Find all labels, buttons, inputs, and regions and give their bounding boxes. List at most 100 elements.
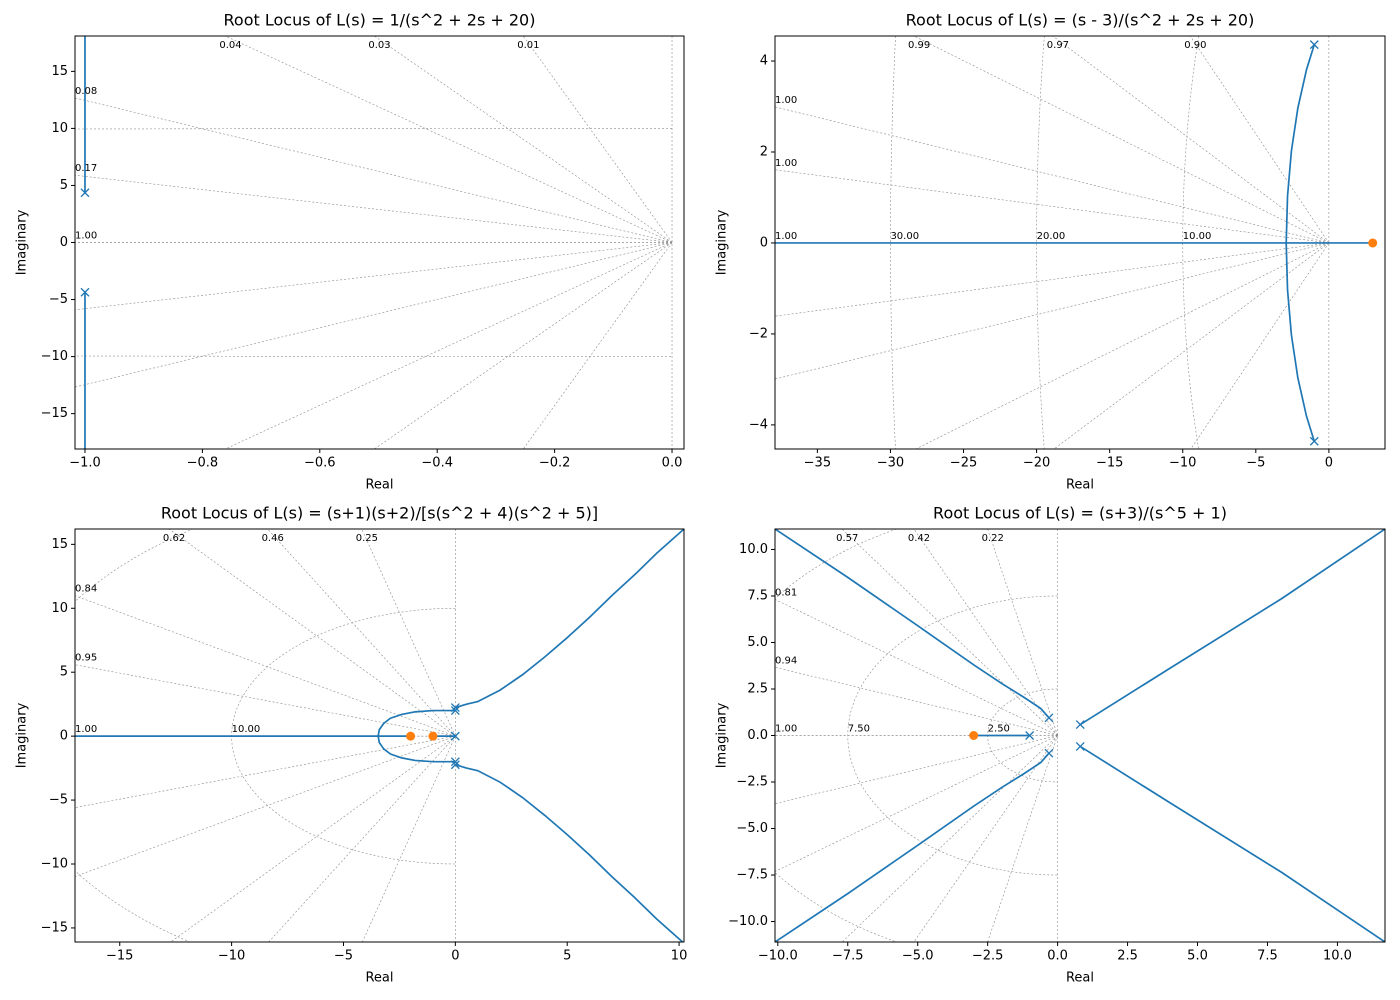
axes-frame xyxy=(774,35,1386,450)
pole-marker xyxy=(450,757,460,767)
subplot-title: Root Locus of L(s) = (s+3)/(s^5 + 1) xyxy=(933,504,1227,523)
subplot: Root Locus of L(s) = (s+1)(s+2)/[s(s^2 +… xyxy=(15,504,688,986)
x-tick-label: −5.0 xyxy=(902,949,934,964)
plot-area xyxy=(75,36,673,449)
y-axis-label: Imaginary xyxy=(15,209,30,275)
zero-marker xyxy=(406,731,416,741)
y-tick-label: −10 xyxy=(41,857,68,872)
y-tick-label: 0 xyxy=(60,729,68,744)
y-tick-label: 0 xyxy=(760,235,768,250)
frequency-label: 20.00 xyxy=(1037,231,1066,242)
damping-label: 1.00 xyxy=(775,95,797,106)
x-tick-label: −30 xyxy=(877,456,904,471)
damping-grid-line xyxy=(522,242,673,449)
y-tick-label: −15 xyxy=(41,920,68,935)
zero-marker xyxy=(969,731,979,740)
y-tick-label: 4 xyxy=(760,54,768,69)
y-tick-label: −5.0 xyxy=(736,821,768,836)
locus-branch xyxy=(75,709,456,737)
frequency-label: 2.50 xyxy=(988,724,1010,735)
damping-grid-line xyxy=(775,735,1058,872)
damping-label: 0.57 xyxy=(836,533,858,544)
damping-label: 0.01 xyxy=(517,40,539,51)
y-tick-label: −2 xyxy=(749,326,768,341)
pole-marker xyxy=(450,706,460,716)
damping-label: 0.62 xyxy=(163,533,185,544)
locus-branch xyxy=(377,735,456,763)
damping-label: 0.95 xyxy=(75,653,97,664)
y-axis-label: Imaginary xyxy=(15,702,30,768)
pole-marker xyxy=(1309,436,1319,446)
damping-grid-line xyxy=(775,242,1329,380)
frequency-label: 7.50 xyxy=(848,724,870,735)
x-axis-label: Real xyxy=(1066,971,1094,986)
damping-grid-line xyxy=(987,529,1058,736)
zero-marker xyxy=(1368,238,1378,248)
x-tick-label: 5.0 xyxy=(1187,949,1208,964)
damping-grid-line xyxy=(841,529,1058,736)
x-tick-label: −5 xyxy=(334,949,353,964)
damping-label: 1.00 xyxy=(775,231,797,242)
x-axis-label: Real xyxy=(365,478,393,493)
pole-marker xyxy=(450,731,460,741)
x-tick-label: −5 xyxy=(1246,456,1265,471)
axes-frame xyxy=(74,528,685,943)
plot-area xyxy=(75,529,684,942)
pole-marker xyxy=(1044,713,1054,723)
axes-frame xyxy=(74,35,685,450)
damping-label: 0.03 xyxy=(368,40,390,51)
damping-label: 0.46 xyxy=(262,533,284,544)
damping-label: 1.00 xyxy=(75,724,97,735)
x-tick-label: −15 xyxy=(106,949,133,964)
damping-label: 0.81 xyxy=(775,587,797,598)
y-tick-label: 2 xyxy=(760,144,768,159)
locus-branch xyxy=(775,44,1316,244)
frequency-label: 30.00 xyxy=(890,231,919,242)
x-tick-label: 10.0 xyxy=(1323,949,1352,964)
locus-branch xyxy=(775,529,1050,719)
y-tick-label: 10 xyxy=(51,121,68,136)
locus-branch xyxy=(1285,242,1373,442)
y-tick-label: 5.0 xyxy=(747,635,768,650)
damping-label: 0.04 xyxy=(219,40,241,51)
damping-label: 0.42 xyxy=(908,533,930,544)
damping-label: 0.22 xyxy=(982,533,1004,544)
damping-grid-line xyxy=(913,529,1058,736)
x-tick-label: −35 xyxy=(804,456,831,471)
y-axis-label: Imaginary xyxy=(715,209,730,275)
x-axis-label: Real xyxy=(365,971,393,986)
damping-grid-line xyxy=(75,595,456,737)
pole-marker xyxy=(80,287,90,297)
y-tick-label: 15 xyxy=(51,64,68,79)
damping-grid-line xyxy=(224,242,673,449)
damping-label: 0.17 xyxy=(75,163,97,174)
x-tick-label: −0.6 xyxy=(304,456,336,471)
x-tick-label: 0.0 xyxy=(1047,949,1068,964)
damping-label: 1.00 xyxy=(775,724,797,735)
x-tick-label: −10.0 xyxy=(758,949,798,964)
damping-label: 0.99 xyxy=(908,40,930,51)
y-tick-label: −5 xyxy=(49,793,68,808)
subplot-title: Root Locus of L(s) = 1/(s^2 + 2s + 20) xyxy=(224,11,536,30)
y-tick-label: 5 xyxy=(60,178,68,193)
damping-label: 1.00 xyxy=(775,158,797,169)
damping-grid-line xyxy=(75,664,456,737)
damping-label: 0.08 xyxy=(75,86,97,97)
subplot: Root Locus of L(s) = 1/(s^2 + 2s + 20) Re… xyxy=(15,11,685,493)
damping-label: 0.25 xyxy=(356,533,378,544)
pole-marker xyxy=(450,703,460,713)
y-tick-label: 2.5 xyxy=(747,681,768,696)
frequency-grid-arc xyxy=(1182,36,1200,449)
damping-grid-line xyxy=(75,242,673,311)
damping-grid-line xyxy=(775,735,1058,805)
x-tick-label: −1.0 xyxy=(69,456,101,471)
x-tick-label: −7.5 xyxy=(832,949,864,964)
x-tick-label: 0 xyxy=(451,949,459,964)
axes-frame xyxy=(774,528,1386,943)
locus-branch xyxy=(455,529,684,709)
damping-label: 0.84 xyxy=(75,584,97,595)
